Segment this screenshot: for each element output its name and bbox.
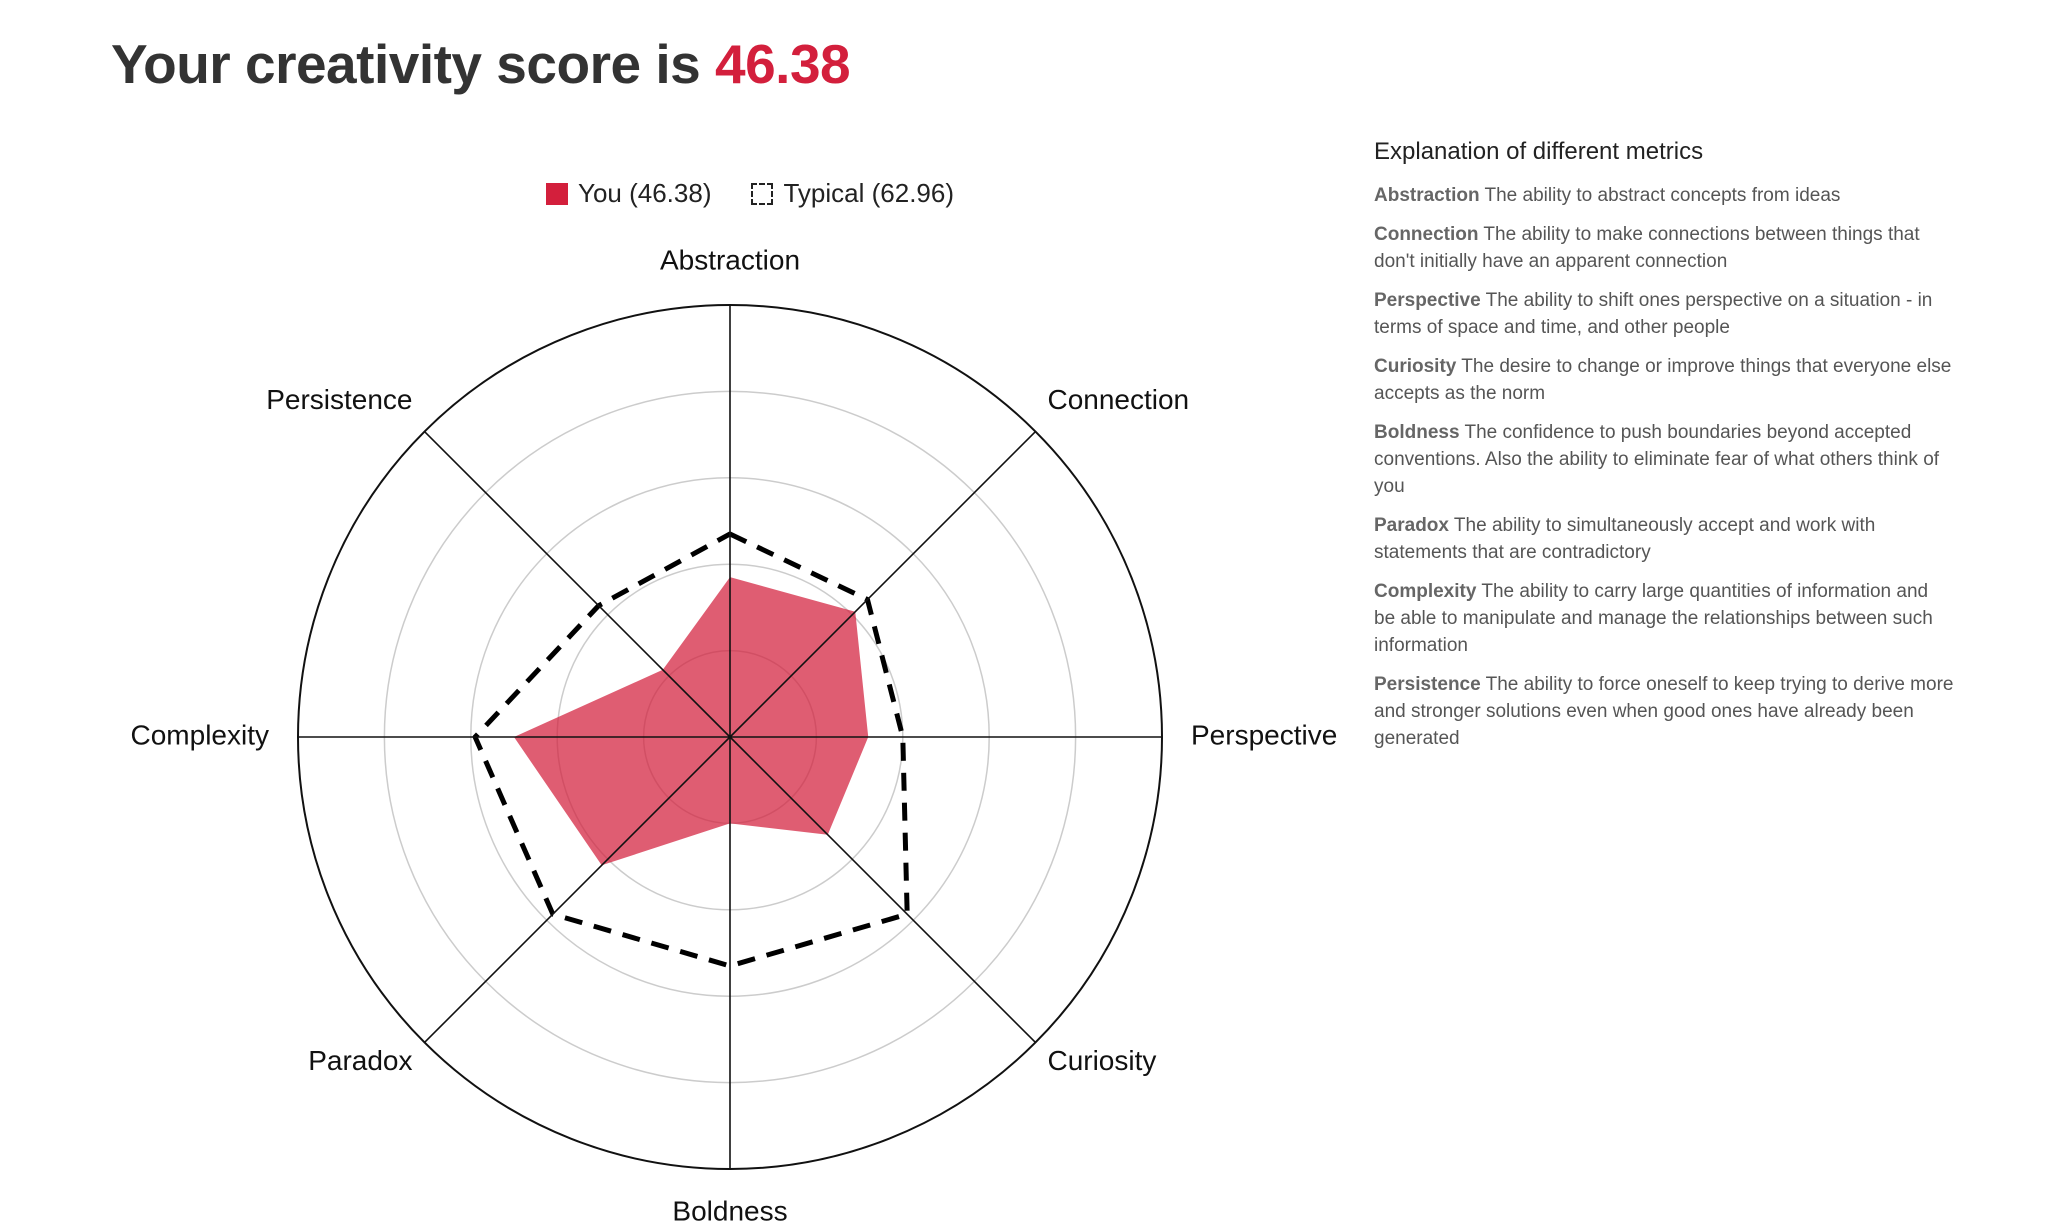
metric-description: The desire to change or improve things t… [1374,356,1952,404]
axis-spoke-curiosity [729,736,1037,1044]
metric-description: The ability to shift ones perspective on… [1374,290,1933,338]
metric-description: The ability to make connections between … [1374,224,1920,272]
metric-description: The ability to simultaneously accept and… [1374,515,1876,563]
legend-item-typical[interactable]: Typical (62.96) [751,178,954,209]
axis-spoke-paradox [423,736,731,1044]
legend-label-typical: Typical (62.96) [783,178,955,208]
metric-explanation-paradox: Paradox The ability to simultaneously ac… [1374,512,1954,566]
metric-name: Perspective [1374,290,1481,311]
axis-label-curiosity: Curiosity [1047,1045,1156,1076]
title-prefix: Your creativity score is [111,33,701,95]
metric-description: The confidence to push boundaries beyond… [1374,422,1940,497]
axis-spoke-persistence [423,430,731,738]
axis-label-complexity: Complexity [131,719,269,750]
metrics-explanation-panel: Explanation of different metrics Abstrac… [1374,138,1954,764]
metric-name: Curiosity [1374,356,1457,377]
metrics-list: Abstraction The ability to abstract conc… [1374,182,1954,752]
creativity-score: 46.38 [715,33,851,95]
series-you-area [514,577,869,866]
metrics-explanation-title: Explanation of different metrics [1374,138,1704,165]
axis-label-connection: Connection [1047,384,1189,415]
metric-description: The ability to abstract concepts from id… [1479,185,1841,206]
axis-label-persistence: Persistence [266,384,412,415]
metric-explanation-perspective: Perspective The ability to shift ones pe… [1374,287,1954,341]
metric-explanation-abstraction: Abstraction The ability to abstract conc… [1374,182,1954,209]
metric-description: The ability to force oneself to keep try… [1374,674,1954,749]
metric-explanation-connection: Connection The ability to make connectio… [1374,221,1954,275]
metric-explanation-complexity: Complexity The ability to carry large qu… [1374,578,1954,659]
outer-ring [297,304,1163,1170]
metric-explanation-persistence: Persistence The ability to force oneself… [1374,671,1954,752]
metric-explanation-boldness: Boldness The confidence to push boundari… [1374,419,1954,500]
metric-name: Connection [1374,224,1479,245]
metric-name: Paradox [1374,515,1449,536]
legend-swatch-you [546,182,568,205]
metric-name: Complexity [1374,581,1477,602]
axis-label-abstraction: Abstraction [660,244,800,275]
page-title: Your creativity score is 46.38 [111,32,851,96]
legend-item-you[interactable]: You (46.38) [546,178,711,209]
chart-legend: You (46.38) Typical (62.96) [546,178,994,209]
legend-label-you: You (46.38) [578,178,712,208]
axis-spoke-connection [729,430,1037,738]
metric-description: The ability to carry large quantities of… [1374,581,1933,656]
axis-label-boldness: Boldness [672,1195,787,1221]
radar-chart: Abstraction Connection Perspective Curiosit… [131,244,1338,1221]
axis-label-perspective: Perspective [1191,719,1337,750]
series-typical-line [472,531,910,969]
metric-name: Abstraction [1374,185,1480,206]
metric-name: Persistence [1374,674,1481,695]
axis-label-paradox: Paradox [308,1045,412,1076]
legend-swatch-typical [751,182,774,205]
metric-name: Boldness [1374,422,1460,443]
metric-explanation-curiosity: Curiosity The desire to change or improv… [1374,353,1954,407]
